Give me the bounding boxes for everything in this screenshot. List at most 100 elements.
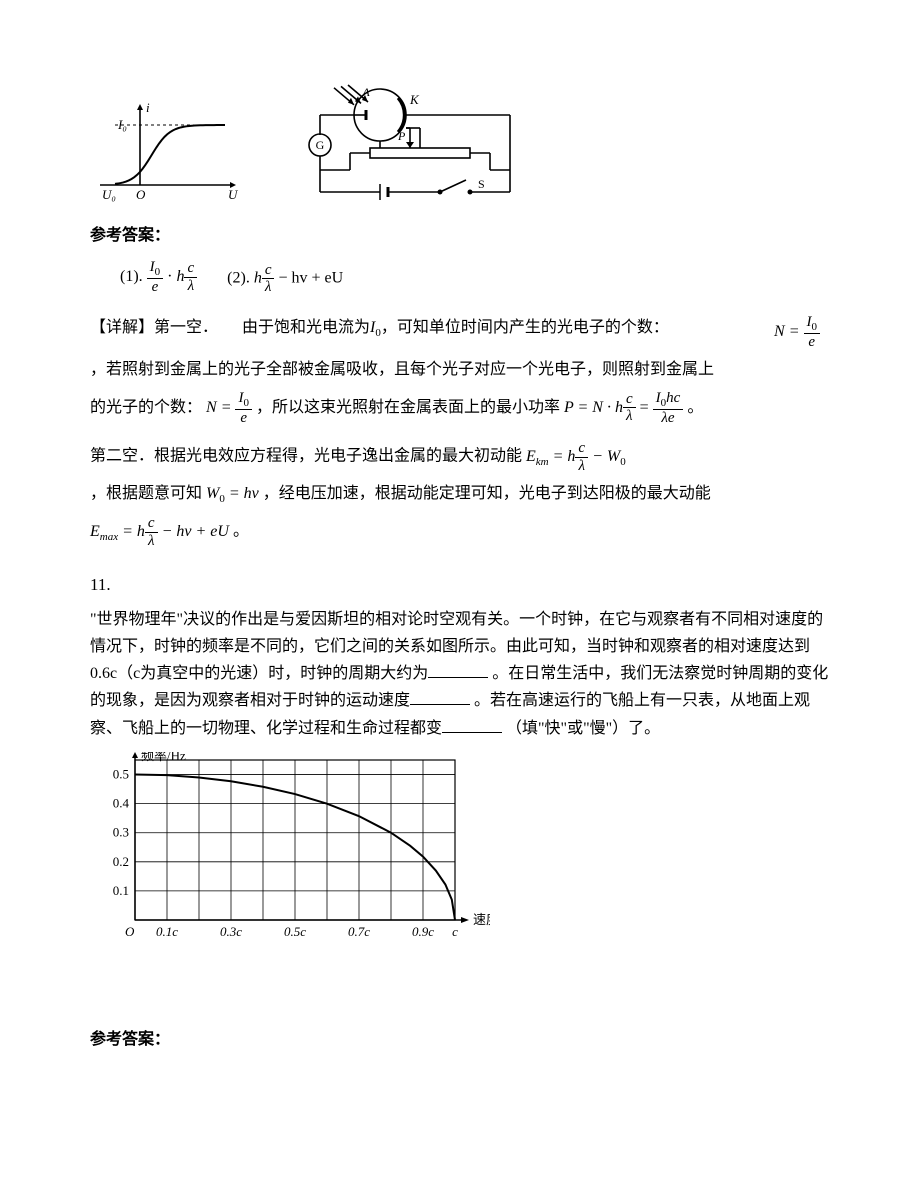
exp-P: P = N · h — [564, 399, 623, 416]
exp-Emax-lam: λ — [145, 533, 158, 550]
fig-circuit: A K G P S — [270, 80, 530, 210]
ans1-h: h — [176, 268, 184, 285]
exp-l3a: 的光子的个数： — [90, 399, 202, 416]
chart-container: 0.1 0.2 0.3 0.4 0.5 0.1c 0.3c 0.5c 0.7c 0.9c c O 频率/… — [90, 752, 830, 976]
svg-text:0.1: 0.1 — [113, 883, 129, 898]
ans1-I0sub: 0 — [155, 266, 161, 278]
svg-text:频率/Hz: 频率/Hz — [141, 752, 186, 763]
svg-text:S: S — [478, 177, 485, 191]
exp-l6: 。 — [233, 523, 249, 540]
ans2-rest: − hv + eU — [274, 269, 343, 286]
exp-P-lam: λ — [623, 408, 636, 425]
answers-row: (1). I0 e · h c λ (2). h c λ − hv + eU — [120, 259, 830, 296]
svg-text:U: U — [228, 187, 239, 202]
svg-text:A: A — [361, 85, 370, 99]
ans1-frac1: I0 e — [147, 259, 164, 296]
ans1-lam: λ — [184, 278, 197, 295]
exp-Emax-sub: max — [100, 531, 118, 543]
exp-Emax-rhs: = h — [118, 523, 145, 540]
exp-l5a: ，根据题意可知 — [90, 485, 202, 502]
exp-N-den: e — [804, 334, 821, 351]
ref-answer-heading: 参考答案： — [90, 222, 830, 249]
exp-N2-den: e — [235, 410, 252, 427]
ref-answer-heading-2: 参考答案： — [90, 1026, 830, 1053]
exp-W: W — [206, 485, 219, 502]
explain-tag: 【详解】 — [90, 319, 154, 336]
svg-text:0.5c: 0.5c — [284, 924, 306, 939]
exp-Ekm-sub: km — [536, 456, 549, 468]
exp-P-c: c — [623, 391, 636, 409]
svg-text:0.2: 0.2 — [113, 854, 129, 869]
exp-N2-numsub: 0 — [243, 397, 249, 409]
q11-body: "世界物理年"决议的作出是与爱因斯坦的相对论时空观有关。一个时钟，在它与观察者有… — [90, 606, 830, 742]
exp-P-hc: hc — [666, 390, 680, 406]
exp-Emax: Emax = hcλ − hv + eU — [90, 523, 233, 540]
ans1-frac2: c λ — [184, 260, 197, 294]
svg-text:U₀: U₀ — [102, 187, 116, 202]
exp-l4: 第二空．根据光电效应方程得，光电子逸出金属的最大初动能 — [90, 448, 522, 465]
ans2-frac: c λ — [262, 262, 275, 296]
ans2-label: (2). — [227, 269, 250, 286]
q11-number: 11. — [90, 571, 830, 600]
svg-text:P: P — [397, 129, 406, 143]
ans2-c: c — [262, 262, 275, 280]
exp-N: N = — [774, 323, 799, 340]
explain-line6: Emax = hcλ − hv + eU 。 — [90, 515, 830, 549]
exp-N-numsub: 0 — [812, 321, 818, 333]
exp-l5b: ，经电压加速，根据动能定理可知，光电子到达阳极的最大动能 — [263, 485, 711, 502]
q11-blank3 — [442, 717, 502, 733]
svg-text:0.3c: 0.3c — [220, 924, 242, 939]
q11-blank2 — [410, 689, 470, 705]
ans2-h: h — [254, 269, 262, 286]
exp-N2: N = — [206, 399, 231, 416]
exp-W0rhs: = hv — [225, 485, 259, 502]
explain-line1: 【详解】第一空． 由于饱和光电流为I0，可知单位时间内产生的光电子的个数： N … — [90, 314, 830, 343]
question-11: 11. "世界物理年"决议的作出是与爱因斯坦的相对论时空观有关。一个时钟，在它与… — [90, 571, 830, 976]
frequency-speed-chart: 0.1 0.2 0.3 0.4 0.5 0.1c 0.3c 0.5c 0.7c 0.9c c O 频率/… — [90, 752, 490, 967]
svg-text:i: i — [146, 100, 150, 115]
exp-l3c: 。 — [687, 399, 703, 416]
ans1-label: (1). — [120, 268, 143, 285]
svg-text:0.9c: 0.9c — [412, 924, 434, 939]
answer1: (1). I0 e · h c λ — [120, 259, 197, 296]
exp-W0eq: W0 = hv — [206, 485, 263, 502]
svg-text:I₀: I₀ — [117, 117, 127, 132]
ans1-c: c — [184, 260, 197, 278]
svg-text:c: c — [452, 924, 458, 939]
exp-Ekm-c: c — [575, 440, 588, 458]
ans1-e: e — [152, 279, 159, 295]
exp-Em: E — [90, 523, 100, 540]
exp-P-eq-sign: = — [636, 399, 653, 416]
exp-N-eq2: N = I0e — [206, 399, 256, 416]
exp-l3b: ，所以这束光照射在金属表面上的最小功率 — [256, 399, 560, 416]
explain-line3: 的光子的个数： N = I0e ，所以这束光照射在金属表面上的最小功率 P = … — [90, 390, 830, 427]
svg-text:K: K — [409, 92, 420, 107]
svg-text:0.3: 0.3 — [113, 825, 129, 840]
q11-body4: （填"快"或"慢"）了。 — [506, 720, 660, 737]
exp-N-eq: N = I0e — [774, 314, 820, 351]
exp-Ekm-lam: λ — [575, 458, 588, 475]
exp-P-eq: P = N · hcλ = I0hcλe — [564, 399, 687, 416]
svg-text:0.4: 0.4 — [113, 795, 130, 810]
svg-text:G: G — [316, 138, 325, 152]
exp-l1a: 第一空． 由于饱和光电流为 — [154, 319, 370, 336]
exp-W0: 0 — [620, 456, 626, 468]
exp-Emax-tail: − hv + eU — [158, 523, 229, 540]
svg-text:0.5: 0.5 — [113, 766, 129, 781]
explain-line4: 第二空．根据光电效应方程得，光电子逸出金属的最大初动能 Ekm = hcλ − … — [90, 440, 830, 474]
ans2-lam: λ — [262, 279, 275, 296]
explain-line5: ，根据题意可知 W0 = hv ，经电压加速，根据动能定理可知，光电子到达阳极的… — [90, 480, 830, 509]
exp-l1b: ，可知单位时间内产生的光电子的个数： — [381, 319, 669, 336]
exp-Ekm: Ekm = hcλ − W0 — [526, 448, 626, 465]
ans1-dot: · — [167, 268, 172, 285]
exp-Ekm-tail: − W — [588, 448, 620, 465]
exp-E: E — [526, 448, 536, 465]
exp-Emax-c: c — [145, 515, 158, 533]
exp-P-den2: λe — [653, 410, 684, 427]
svg-text:0.1c: 0.1c — [156, 924, 178, 939]
exp-Ekm-rhs: = h — [549, 448, 576, 465]
svg-text:O: O — [125, 924, 135, 939]
svg-text:0.7c: 0.7c — [348, 924, 370, 939]
answer2: (2). h c λ − hv + eU — [227, 262, 343, 296]
fig-iv-curve: iUOU₀I₀ — [90, 90, 240, 210]
